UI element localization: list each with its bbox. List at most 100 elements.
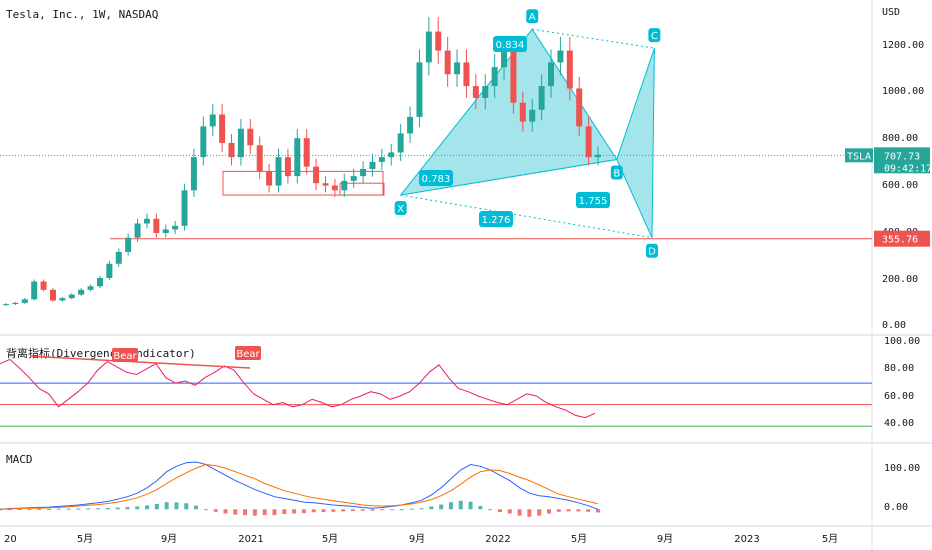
candle — [510, 50, 517, 103]
macd-histogram-bar — [223, 509, 228, 514]
currency-label: USD — [882, 7, 900, 18]
candle — [538, 86, 545, 110]
candle — [172, 225, 179, 230]
candle — [12, 302, 19, 305]
macd-histogram-bar — [203, 509, 208, 511]
candle — [576, 88, 583, 127]
candle — [284, 157, 291, 177]
macd-histogram-bar — [497, 509, 502, 513]
candle — [595, 154, 601, 158]
range-box — [339, 182, 385, 196]
candle — [425, 31, 432, 63]
candle — [162, 229, 169, 233]
time-tick: 2023 — [734, 534, 759, 545]
macd-histogram-bar — [596, 509, 600, 513]
macd-histogram-bar — [243, 509, 248, 516]
macd-histogram-bar — [66, 508, 71, 510]
macd-histogram-bar — [429, 506, 434, 510]
macd-histogram-bar — [350, 509, 355, 511]
macd-tick: 0.00 — [884, 502, 908, 513]
price-tick: 1000.00 — [882, 86, 924, 97]
candle — [115, 251, 122, 264]
bear-divergence-line — [29, 355, 251, 369]
candle — [134, 223, 141, 238]
candle — [87, 286, 94, 290]
macd-histogram-bar — [507, 509, 512, 514]
ticker-text: TSLA — [847, 151, 871, 162]
candle — [228, 142, 235, 158]
candle — [350, 176, 357, 181]
divergence-line — [0, 358, 596, 419]
candle — [491, 67, 498, 87]
candle — [31, 281, 38, 300]
time-tick: 9月 — [161, 533, 177, 545]
macd-histogram-bar — [370, 509, 375, 511]
candle — [78, 289, 85, 295]
candle — [256, 145, 263, 172]
macd-histogram-bar — [37, 508, 42, 510]
macd-histogram-bar — [321, 509, 326, 513]
time-tick: 5月 — [77, 533, 93, 545]
macd-histogram-bar — [399, 509, 404, 511]
axes: USD1200.001000.00800.00600.00400.00200.0… — [4, 7, 932, 545]
macd-histogram-bar — [468, 501, 473, 510]
pattern-point-label — [394, 201, 407, 216]
macd-tick: 100.00 — [884, 463, 920, 474]
candle — [106, 263, 113, 278]
macd-histogram-bar — [566, 509, 571, 512]
ratio-line-xb — [400, 159, 617, 196]
bear-signal-label — [235, 346, 261, 360]
macd-histogram-bar — [478, 506, 483, 510]
macd-histogram-bar — [517, 509, 522, 516]
ratio-text: 1.276 — [482, 215, 511, 226]
macd-histogram-bar — [145, 505, 150, 510]
macd-histogram-bar — [7, 509, 12, 511]
candle — [219, 114, 226, 143]
candle — [294, 138, 301, 177]
candle — [209, 114, 216, 127]
macd-histogram-bar — [448, 502, 453, 510]
ratio-line-ac — [532, 28, 655, 49]
last-price-text: 707.73 — [884, 151, 920, 162]
macd-histogram-bar — [586, 509, 591, 512]
macd-histogram-bar — [292, 509, 297, 514]
candle — [472, 86, 479, 98]
candle — [331, 185, 338, 191]
candle — [416, 62, 423, 117]
time-tick: 2022 — [485, 534, 510, 545]
candle — [49, 289, 56, 301]
macd-histogram-bar — [380, 509, 385, 511]
candle — [143, 218, 150, 224]
time-tick: 2021 — [238, 534, 263, 545]
indicator-tick: 40.00 — [884, 418, 914, 429]
macd-histogram-bar — [174, 502, 179, 510]
macd-line — [0, 461, 599, 510]
candle — [482, 86, 489, 98]
candle — [181, 190, 188, 226]
candle — [397, 133, 404, 153]
time-tick: 20 — [4, 534, 17, 545]
candle — [21, 299, 28, 303]
ratio-text: 0.783 — [422, 174, 451, 185]
candle — [369, 161, 376, 169]
candle — [322, 183, 329, 186]
macd-histogram-bar — [164, 502, 169, 510]
pattern-bcd-triangle — [616, 48, 655, 238]
pattern-xab-triangle — [399, 28, 618, 196]
macd-histogram-bar — [311, 509, 316, 513]
pattern-point-text: A — [529, 12, 536, 23]
macd-histogram-bar — [301, 509, 306, 514]
ratio-label — [419, 170, 453, 186]
candle — [303, 138, 310, 167]
candle — [444, 50, 451, 75]
ratio-label — [479, 211, 513, 227]
time-tick: 9月 — [657, 533, 673, 545]
macd-histogram-bar — [341, 509, 346, 512]
candle — [360, 169, 367, 177]
candle — [68, 294, 75, 299]
macd-histogram-bar — [439, 504, 444, 510]
pattern-point-label — [646, 243, 658, 258]
price-tick: 0.00 — [882, 320, 906, 331]
macd-histogram-bar — [125, 507, 130, 510]
